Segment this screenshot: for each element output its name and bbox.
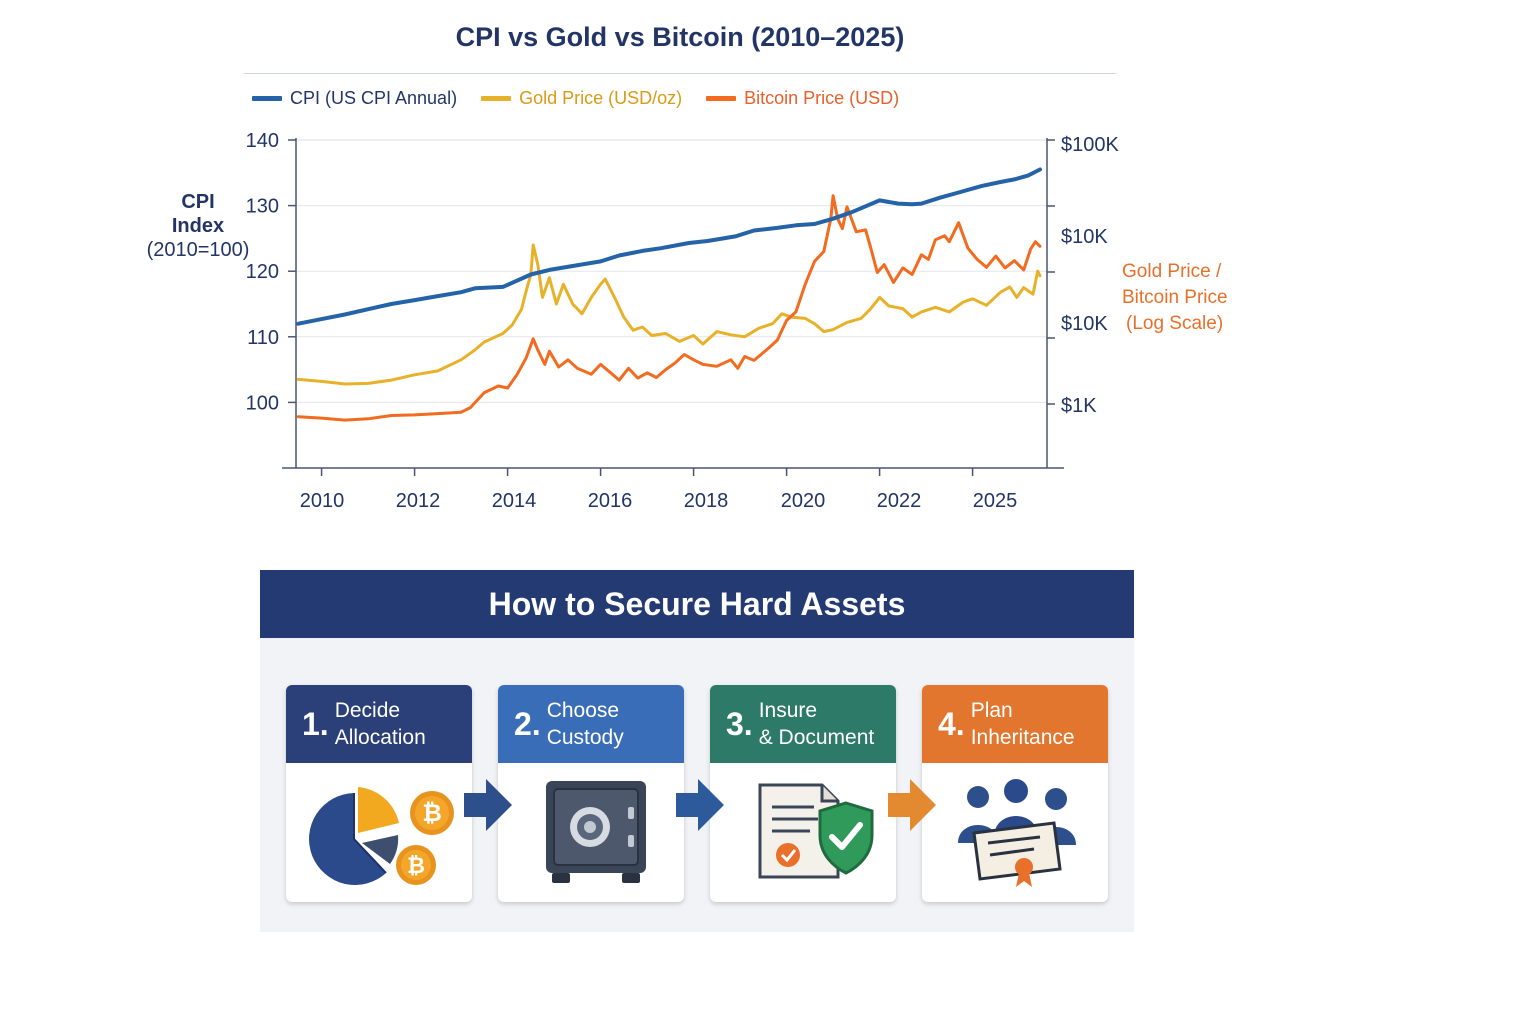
pie-chart-bitcoin-icon: ₿ ₿ [309,787,454,885]
x-tick-label: 2016 [588,490,633,512]
step-header-4: 4. Plan Inheritance [922,685,1108,763]
right-axis-label-line-3: (Log Scale) [1126,313,1224,334]
step-number-3: 3. [726,705,753,742]
legend-label-cpi: CPI (US CPI Annual) [290,88,458,108]
series-line-cpi [296,167,1042,326]
step-title-2-line-2: Custody [546,726,624,749]
legend-swatch-bitcoin [706,96,737,101]
document-shield-icon [758,783,874,879]
steps-panel-title: How to Secure Hard Assets [260,570,1134,638]
legend-label-bitcoin: Bitcoin Price (USD) [744,88,900,108]
step-card-4: 4. Plan Inheritance [922,685,1108,902]
left-axis-label-line-1: CPI [181,191,215,213]
x-tick-label: 2025 [973,490,1018,512]
x-tick-label: 2012 [396,490,441,512]
left-tick-label: 120 [246,261,279,283]
legend-label-gold: Gold Price (USD/oz) [519,88,683,108]
step-arrow-2 [676,779,724,831]
svg-text:₿: ₿ [407,854,425,879]
step-title-4-line-2: Inheritance [970,726,1075,749]
x-tick-label: 2022 [877,490,922,512]
x-tick-label: 2018 [684,490,729,512]
step-title-2-line-1: Choose [546,699,620,722]
right-axis-label-line-1: Gold Price / [1122,261,1222,282]
right-axis-label: Gold Price / Bitcoin Price (Log Scale) [1122,259,1302,337]
chart-legend: CPI (US CPI Annual) Gold Price (USD/oz) … [252,88,899,109]
step-title-1-line-1: Decide [334,699,401,722]
step-arrow-1 [464,779,512,831]
x-tick-label: 2014 [492,490,537,512]
step-number-4: 4. [938,705,965,742]
step-number-2: 2. [514,705,541,742]
steps-panel: How to Secure Hard Assets 1. Decide Allo… [260,570,1134,932]
step-title-3-line-1: Insure [758,699,818,722]
family-certificate-icon [958,779,1076,887]
left-tick-label: 130 [246,196,279,218]
step-arrow-3 [888,779,936,831]
left-tick-label: 140 [246,130,279,152]
legend-item-gold: Gold Price (USD/oz) [481,88,682,109]
x-tick-label: 2010 [300,490,345,512]
line-chart: 140 130 120 110 100 $100K $10K $10K $1K 2010 2012 2… [246,130,1120,512]
legend-swatch-gold [481,96,512,101]
left-axis-label: CPI Index (2010=100) [128,190,268,262]
right-tick-label: $10K [1061,226,1108,248]
step-title-4-line-1: Plan [970,699,1013,722]
step-header-1: 1. Decide Allocation [286,685,472,763]
step-header-2: 2. Choose Custody [498,685,684,763]
step-card-1: 1. Decide Allocation ₿ ₿ [286,685,472,902]
legend-item-cpi: CPI (US CPI Annual) [252,88,457,109]
series-line-bitcoin [296,194,1042,422]
x-tick-label: 2020 [781,490,826,512]
step-title-3-line-2: & Document [758,726,875,749]
right-tick-label: $1K [1061,395,1097,417]
chart-title: CPI vs Gold vs Bitcoin (2010–2025) [455,22,905,52]
right-axis-label-line-2: Bitcoin Price [1122,287,1228,308]
svg-text:₿: ₿ [422,799,442,827]
legend-item-bitcoin: Bitcoin Price (USD) [706,88,899,109]
step-card-2: 2. Choose Custody [498,685,684,902]
series-line-gold [296,243,1042,386]
right-tick-label: $10K [1061,313,1108,335]
left-tick-label: 110 [247,327,279,349]
right-tick-label: $100K [1061,134,1119,156]
step-title-1-line-2: Allocation [334,726,426,749]
step-number-1: 1. [302,705,329,742]
left-axis-label-line-2: Index [171,215,225,237]
step-header-3: 3. Insure & Document [710,685,896,763]
safe-icon [546,781,646,883]
legend-swatch-cpi [252,96,282,101]
title-divider [244,73,1116,74]
step-card-3: 3. Insure & Document [710,685,896,902]
left-axis-label-line-3: (2010=100) [146,239,250,261]
left-tick-label: 100 [246,392,279,414]
